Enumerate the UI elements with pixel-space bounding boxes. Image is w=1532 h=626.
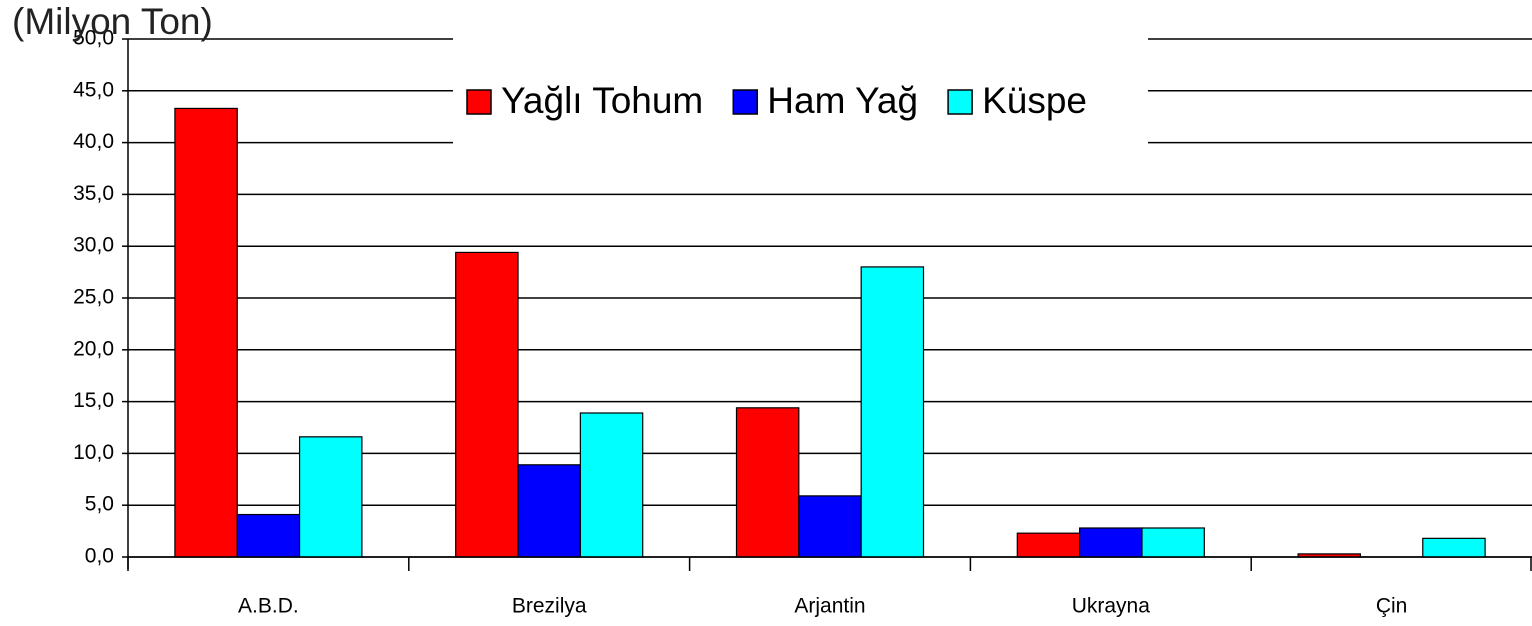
y-tick-label: 45,0 bbox=[73, 78, 114, 101]
y-tick-label: 15,0 bbox=[73, 389, 114, 412]
y-tick-label: 50,0 bbox=[73, 27, 114, 50]
x-tick-label: A.B.D. bbox=[238, 595, 299, 618]
bar bbox=[1079, 527, 1143, 558]
y-tick-label: 5,0 bbox=[85, 493, 114, 516]
bar bbox=[236, 513, 301, 558]
legend-swatch bbox=[732, 89, 759, 115]
x-tick-label: Çin bbox=[1376, 595, 1408, 618]
bar bbox=[455, 251, 519, 558]
y-tick-label: 35,0 bbox=[73, 182, 114, 205]
legend-swatch bbox=[947, 89, 973, 115]
bar bbox=[1422, 537, 1486, 558]
bar bbox=[860, 266, 925, 558]
bar bbox=[1141, 527, 1205, 558]
y-tick-label: 0,0 bbox=[85, 545, 114, 568]
bar bbox=[1016, 532, 1081, 558]
legend-label: Yağlı Tohum bbox=[501, 80, 703, 121]
x-tick-label: Arjantin bbox=[794, 595, 865, 618]
bar bbox=[579, 412, 644, 558]
legend-label: Küspe bbox=[982, 80, 1087, 121]
bar bbox=[735, 407, 800, 558]
y-tick-label: 25,0 bbox=[73, 286, 114, 309]
x-tick-label: Brezilya bbox=[512, 595, 587, 618]
legend-swatch bbox=[466, 89, 492, 115]
bar bbox=[798, 495, 862, 558]
y-tick-label: 20,0 bbox=[73, 337, 114, 360]
chart-title: (Milyon Ton) bbox=[12, 1, 213, 42]
bar bbox=[298, 436, 363, 558]
bar bbox=[517, 464, 581, 558]
legend-box bbox=[453, 30, 1148, 160]
x-tick-label: Ukrayna bbox=[1072, 595, 1151, 618]
y-tick-label: 40,0 bbox=[73, 130, 114, 153]
bar bbox=[174, 107, 238, 558]
y-tick-label: 30,0 bbox=[73, 234, 114, 257]
legend-label: Ham Yağ bbox=[767, 80, 918, 121]
y-tick-label: 10,0 bbox=[73, 441, 114, 464]
